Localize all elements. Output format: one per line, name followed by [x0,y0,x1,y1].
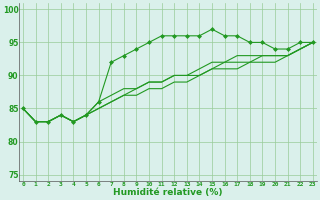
X-axis label: Humidité relative (%): Humidité relative (%) [113,188,223,197]
